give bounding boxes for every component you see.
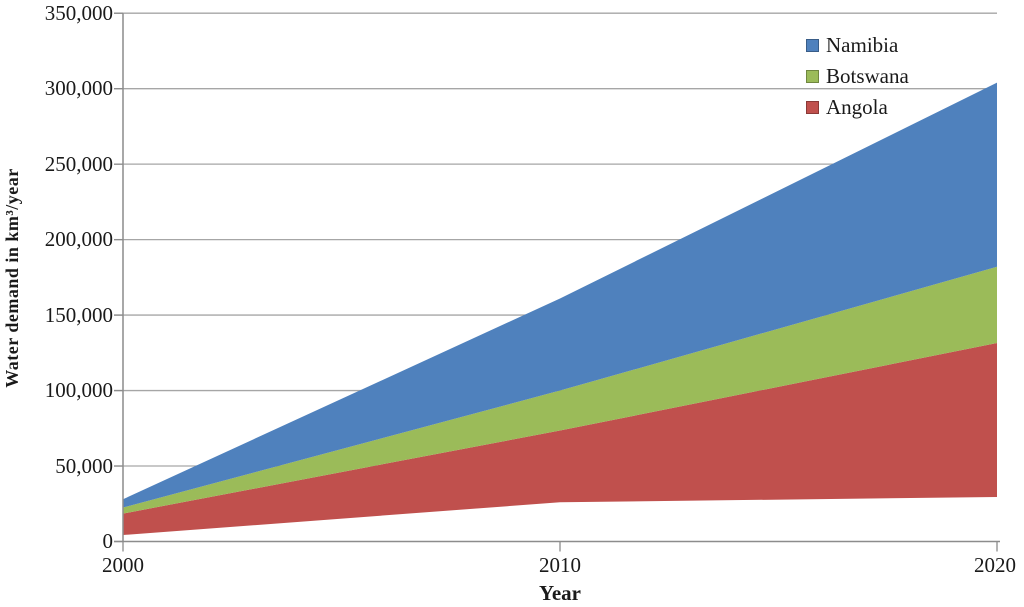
legend-label: Botswana	[826, 64, 909, 88]
y-axis-title: Water demand in km³/year	[2, 168, 22, 388]
area-series-angola	[123, 343, 997, 536]
y-axis-tick-label: 200,000	[44, 227, 113, 252]
y-axis-tick-label: 100,000	[44, 378, 113, 403]
botswana-color-swatch-icon	[806, 70, 819, 83]
y-axis-tick-label: 0	[102, 529, 114, 553]
legend-item-botswana: Botswana	[806, 61, 909, 92]
legend-label: Namibia	[826, 33, 899, 57]
namibia-color-swatch-icon	[806, 39, 819, 52]
y-axis-tick-label: 150,000	[44, 302, 113, 327]
legend-item-namibia: Namibia	[806, 30, 909, 61]
y-axis-tick-label: 350,000	[44, 0, 113, 25]
angola-color-swatch-icon	[806, 101, 819, 114]
x-axis-tick-label: 2000	[102, 553, 144, 577]
legend-item-angola: Angola	[806, 92, 909, 123]
area-series-namibia	[123, 82, 997, 508]
x-axis-title: Year	[539, 581, 581, 605]
y-axis-tick-label: 50,000	[55, 453, 113, 478]
chart-legend: Namibia Botswana Angola	[806, 30, 909, 123]
y-axis-tick-label: 250,000	[44, 151, 113, 176]
legend-label: Angola	[826, 95, 888, 119]
x-axis-tick-label: 2020	[974, 553, 1016, 577]
y-axis-tick-label: 300,000	[44, 76, 113, 101]
x-axis-tick-label: 2010	[539, 553, 581, 577]
area-series-botswana	[123, 266, 997, 514]
